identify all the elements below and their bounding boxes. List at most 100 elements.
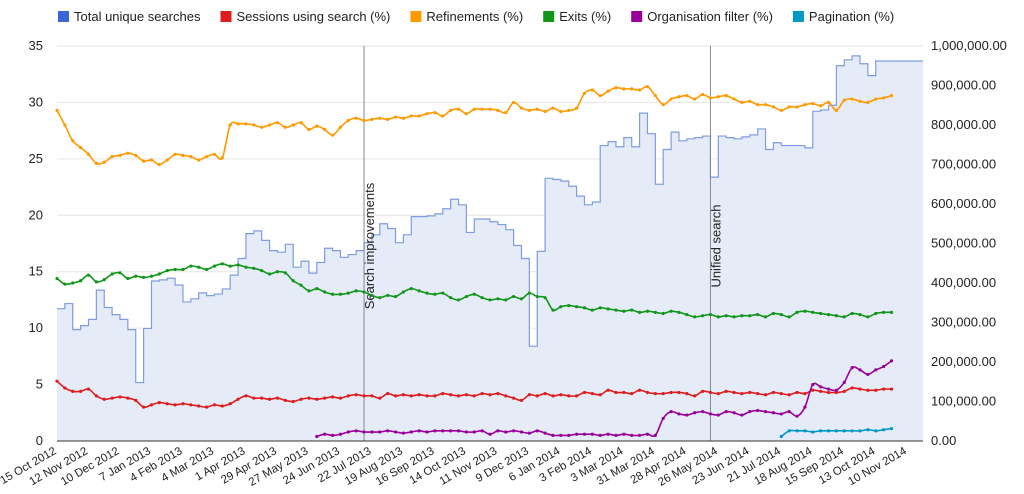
point-refinements [567,108,571,112]
point-organisation_filter [417,429,421,433]
point-organisation_filter [370,430,374,434]
point-exits [882,310,886,314]
point-pagination [787,429,791,433]
point-organisation_filter [693,411,697,415]
point-sessions_using_search [575,394,579,398]
point-organisation_filter [464,430,468,434]
point-sessions_using_search [55,379,59,383]
point-sessions_using_search [834,390,839,395]
y-left-tick-label: 5 [36,377,43,392]
legend-swatch-sessions_using_search [220,11,232,22]
point-exits [433,292,437,296]
point-organisation_filter [330,433,335,437]
point-exits [504,298,508,302]
point-pagination [803,429,807,433]
point-sessions_using_search [102,397,106,401]
y-axis-left: 0 5 10 15 20 25 30 35 [29,38,43,448]
point-exits [244,265,248,269]
point-sessions_using_search [378,396,382,400]
point-organisation_filter [590,432,594,436]
point-exits [693,315,697,319]
point-sessions_using_search [740,392,744,396]
point-organisation_filter [535,429,539,433]
point-sessions_using_search [488,393,492,397]
point-exits [496,297,500,301]
point-refinements [598,94,602,98]
point-refinements [63,123,67,127]
point-exits [889,310,894,314]
point-sessions_using_search [582,390,587,395]
point-organisation_filter [346,430,350,434]
point-sessions_using_search [220,404,224,408]
point-exits [653,310,657,314]
point-refinements [858,99,862,103]
point-sessions_using_search [763,393,768,397]
point-sessions_using_search [267,397,272,401]
point-exits [409,287,413,291]
y-right-tick-label: 700,000.00 [931,157,996,172]
point-sessions_using_search [283,398,287,402]
point-organisation_filter [858,368,862,372]
point-sessions_using_search [779,392,783,396]
point-refinements [669,97,673,101]
point-refinements [157,162,161,167]
y-right-tick-label: 900,000.00 [931,78,996,93]
point-sessions_using_search [756,392,760,396]
point-exits [779,313,783,317]
point-exits [354,289,358,293]
point-refinements [370,117,374,121]
point-exits [527,291,531,295]
point-exits [606,307,610,311]
point-exits [71,281,75,285]
point-sessions_using_search [433,394,437,398]
area-fill-total_unique_searches [57,55,923,441]
point-pagination [779,434,783,439]
point-exits [590,308,594,312]
point-refinements [874,97,878,101]
point-organisation_filter [685,413,689,417]
point-refinements [543,109,547,114]
point-exits [756,313,760,317]
point-sessions_using_search [850,386,854,390]
y-right-tick-label: 800,000.00 [931,117,996,132]
point-refinements [346,118,350,123]
annotation-label: Unified search [708,204,723,287]
point-refinements [228,123,232,127]
point-refinements [677,95,681,99]
point-exits [582,306,587,310]
point-organisation_filter [393,430,398,434]
point-refinements [724,94,728,98]
point-refinements [756,103,760,107]
point-sessions_using_search [858,387,862,391]
point-refinements [779,108,783,112]
point-organisation_filter [637,433,642,437]
point-exits [330,292,335,296]
point-exits [535,294,539,299]
y-left-tick-label: 0 [36,433,43,448]
point-pagination [795,429,799,433]
point-refinements [685,94,689,98]
point-refinements [338,125,343,129]
point-refinements [732,97,736,101]
point-refinements [740,100,744,105]
point-exits [795,310,799,314]
legend-label-pagination: Pagination (%) [809,9,894,24]
point-organisation_filter [795,414,799,418]
point-sessions_using_search [535,394,539,398]
point-refinements [433,110,437,115]
point-sessions_using_search [142,405,146,409]
point-exits [850,311,854,316]
y-right-tick-label: 0.00 [931,433,956,448]
point-organisation_filter [645,432,650,436]
point-organisation_filter [819,385,823,389]
point-refinements [417,114,421,118]
point-exits [472,292,476,296]
point-sessions_using_search [228,402,232,406]
point-organisation_filter [661,416,665,421]
point-sessions_using_search [157,401,161,405]
point-refinements [472,107,476,111]
point-refinements [449,108,453,112]
y-right-tick-label: 1,000,000.00 [931,38,1007,53]
point-exits [338,292,343,296]
point-exits [787,315,791,319]
